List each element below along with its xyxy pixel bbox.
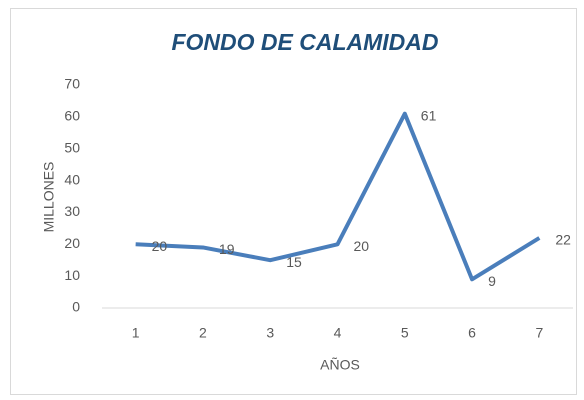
y-tick-label: 30 xyxy=(64,203,80,219)
x-axis-label: AÑOS xyxy=(320,357,360,373)
y-tick-label: 20 xyxy=(64,235,80,251)
y-tick-label: 10 xyxy=(64,267,80,283)
y-tick-label: 70 xyxy=(64,76,80,92)
x-tick-label: 4 xyxy=(334,325,342,341)
x-tick-label: 7 xyxy=(535,325,543,341)
y-tick-label: 50 xyxy=(64,139,80,155)
data-label: 22 xyxy=(555,232,571,248)
chart-border xyxy=(10,8,577,395)
data-label: 20 xyxy=(354,238,370,254)
x-tick-label: 5 xyxy=(401,325,409,341)
data-line xyxy=(135,111,541,282)
x-tick-label: 6 xyxy=(468,325,476,341)
y-tick-label: 0 xyxy=(72,299,80,315)
data-label: 19 xyxy=(219,241,235,257)
y-tick-label: 40 xyxy=(64,171,80,187)
x-tick-label: 1 xyxy=(132,325,140,341)
data-label: 9 xyxy=(488,273,496,289)
y-tick-label: 60 xyxy=(64,108,80,124)
x-tick-label: 2 xyxy=(199,325,207,341)
data-label: 15 xyxy=(286,254,302,270)
y-axis-label: MILLONES xyxy=(41,162,57,233)
x-tick-label: 3 xyxy=(266,325,274,341)
data-label: 20 xyxy=(152,238,168,254)
chart-title: FONDO DE CALAMIDAD xyxy=(171,29,438,55)
data-label: 61 xyxy=(421,107,437,123)
